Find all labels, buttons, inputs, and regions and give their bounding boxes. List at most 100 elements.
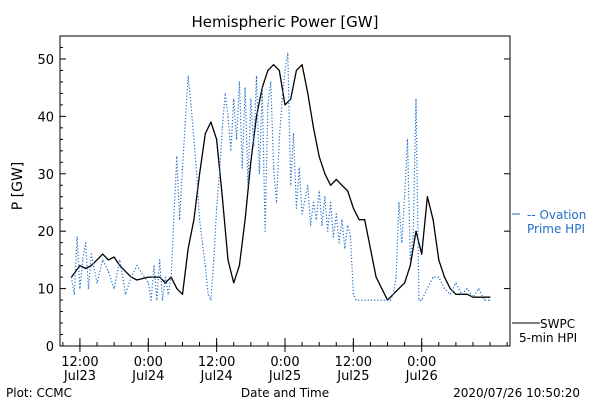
ovation-data-point (90, 253, 92, 255)
swpc-data-point (409, 265, 411, 267)
swpc-data-point (193, 219, 195, 221)
ovation-data-point (119, 259, 121, 261)
swpc-data-point (307, 92, 309, 94)
ovation-data-point (312, 201, 315, 204)
ovation-legend-line1: -- Ovation (527, 208, 586, 222)
ovation-data-point (181, 167, 184, 169)
swpc-data-point (381, 288, 383, 290)
ovation-data-point (315, 219, 317, 221)
y-tick-label: 30 (37, 168, 54, 183)
ovation-data-point (79, 288, 81, 290)
ovation-data-point (193, 138, 195, 140)
ovation-data-point (156, 299, 158, 301)
ovation-data-point (164, 276, 166, 278)
swpc-data-point (233, 282, 235, 284)
ovation-data-point (298, 167, 300, 169)
ovation-data-point (443, 288, 446, 290)
swpc-data-point (347, 190, 349, 192)
swpc-data-point (489, 296, 491, 298)
ovation-data-point (438, 276, 440, 278)
ovation-data-point (73, 293, 75, 295)
swpc-data-point (284, 104, 286, 106)
ovation-data-point (124, 293, 127, 295)
x-tick-label-date: Jul24 (131, 369, 164, 384)
ovation-data-point (310, 224, 312, 226)
ovation-data-point (332, 236, 334, 238)
ovation-data-point (227, 115, 229, 117)
swpc-data-point (375, 276, 377, 278)
swpc-series-line (70, 64, 491, 301)
x-tick-label-time: 0:00 (407, 355, 436, 370)
ovation-data-point (412, 236, 414, 238)
swpc-data-point (369, 247, 371, 249)
ovation-data-point (170, 276, 172, 278)
footer-plot-credit: Plot: CCMC (6, 386, 72, 400)
swpc-data-point (216, 138, 218, 140)
ovation-data-point (449, 293, 451, 295)
ovation-data-point (290, 184, 292, 186)
swpc-data-point (238, 265, 240, 267)
ovation-data-point (107, 270, 109, 272)
swpc-data-point (466, 293, 468, 295)
y-axis-label: P [GW] (10, 162, 26, 211)
ovation-data-point (210, 299, 212, 301)
swpc-data-point (312, 127, 315, 129)
swpc-data-point (159, 276, 161, 278)
ovation-data-point (87, 288, 90, 290)
ovation-data-point (224, 92, 226, 94)
ovation-data-point (247, 184, 249, 186)
ovation-data-point (136, 265, 138, 267)
swpc-data-point (153, 276, 155, 278)
ovation-data-point (258, 173, 260, 175)
plot-frame (59, 35, 511, 347)
y-tick-label: 50 (37, 53, 54, 68)
swpc-data-point (352, 207, 354, 209)
ovation-data-point (321, 224, 323, 226)
ovation-data-point (301, 213, 303, 215)
ovation-data-point (398, 201, 400, 204)
ovation-data-point (96, 282, 98, 284)
ovation-data-point (201, 242, 203, 244)
ovation-data-point (167, 293, 169, 295)
swpc-data-point (102, 253, 104, 255)
swpc-data-point (221, 196, 223, 198)
ovation-data-point (292, 133, 295, 135)
ovation-data-point (264, 230, 266, 232)
swpc-data-point (136, 279, 138, 281)
swpc-data-point (124, 270, 127, 272)
ovation-data-point (147, 282, 149, 284)
swpc-data-point (113, 256, 115, 258)
ovation-data-point (275, 201, 278, 204)
ovation-series-line (70, 52, 491, 301)
x-tick-label-time: 12:00 (335, 355, 372, 370)
swpc-legend-line1: SWPC (540, 317, 575, 331)
swpc-data-point (341, 184, 343, 186)
ovation-data-point (82, 259, 84, 261)
swpc-data-point (364, 219, 366, 221)
swpc-legend-line2: 5-min HPI (519, 331, 577, 345)
swpc-data-point (290, 98, 292, 100)
swpc-data-point (295, 69, 297, 71)
ovation-data-point (421, 299, 423, 301)
ovation-data-point (404, 196, 406, 198)
ovation-data-point (478, 288, 480, 290)
ovation-data-point (150, 299, 152, 301)
ovation-data-point (395, 276, 397, 278)
ovation-data-point (466, 288, 468, 290)
swpc-data-point (398, 288, 400, 290)
ovation-data-point (253, 144, 255, 146)
ovation-data-point (153, 265, 155, 267)
ovation-data-point (273, 167, 275, 169)
ovation-data-point (355, 299, 357, 301)
ovation-data-point (190, 104, 192, 106)
ovation-data-point (415, 98, 417, 100)
ovation-data-point (161, 299, 164, 301)
ovation-data-point (338, 242, 340, 244)
chart-title: Hemispheric Power [GW] (192, 13, 379, 31)
footer-x-axis-title: Date and Time (241, 386, 329, 400)
ovation-data-point (238, 81, 240, 83)
ovation-data-point (176, 156, 178, 158)
swpc-data-point (438, 259, 440, 261)
x-tick-label-time: 12:00 (61, 355, 98, 370)
